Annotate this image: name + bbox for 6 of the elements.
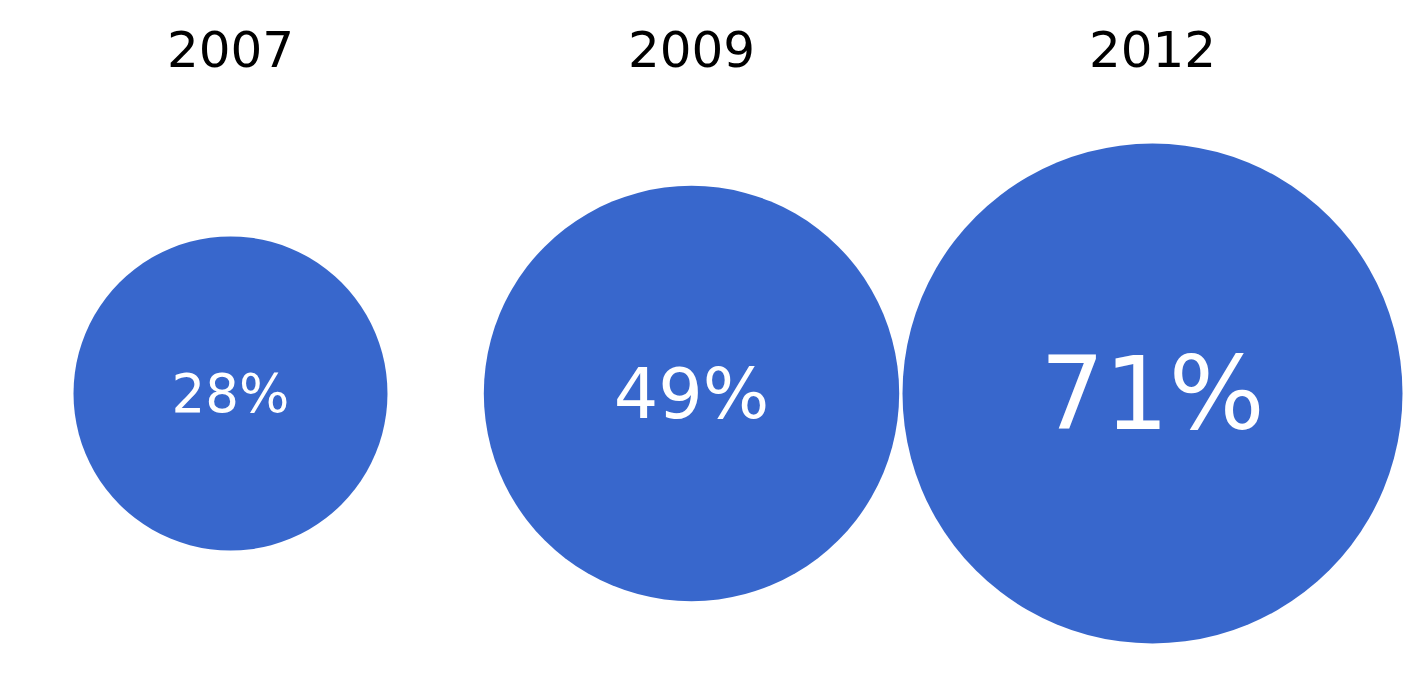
category-label: 2012 [1088,21,1217,79]
data-label: 49% [613,352,770,435]
data-label: 71% [1040,334,1265,453]
data-label: 28% [171,363,290,424]
category-label: 2007 [166,21,295,79]
category-label: 2009 [627,21,756,79]
